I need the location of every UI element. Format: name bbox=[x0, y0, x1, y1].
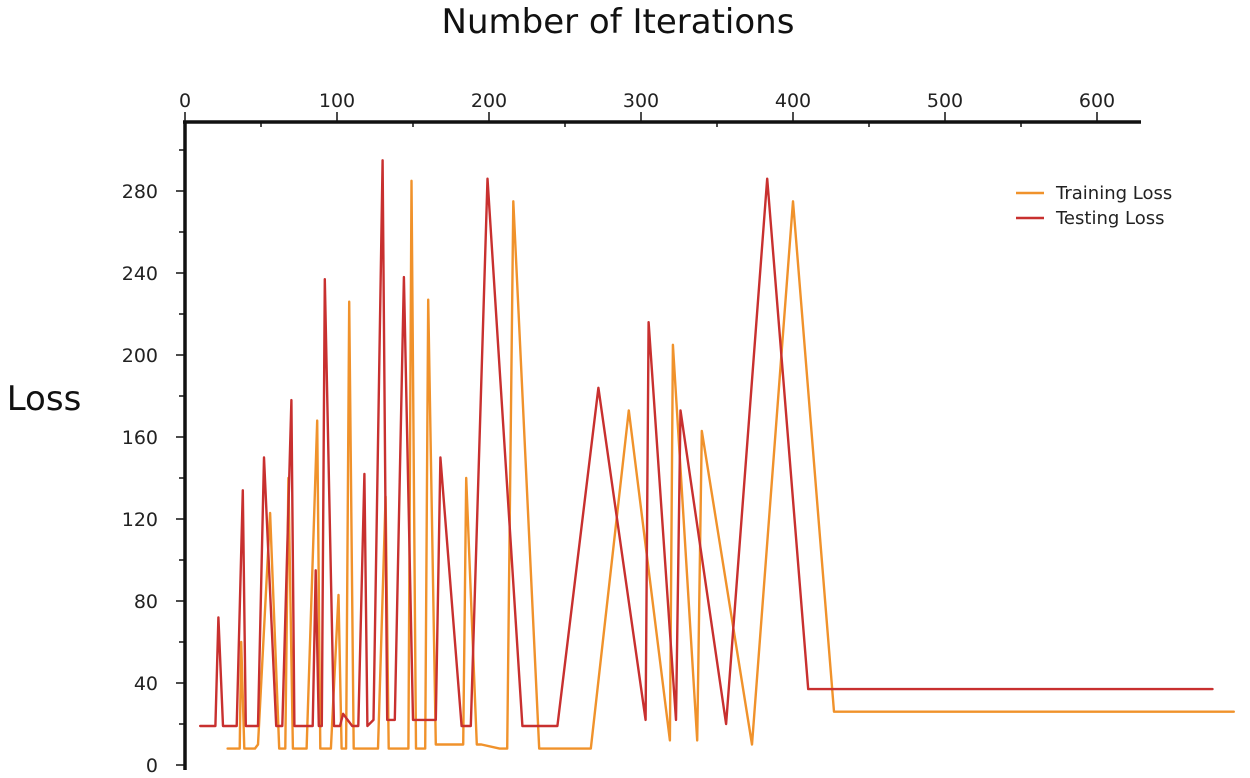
y-tick-label: 0 bbox=[146, 755, 158, 777]
x-tick-label: 100 bbox=[319, 90, 355, 112]
y-tick-label: 280 bbox=[122, 181, 158, 203]
x-tick-label: 300 bbox=[623, 90, 659, 112]
y-tick-label: 200 bbox=[122, 345, 158, 367]
x-tick-label: 200 bbox=[471, 90, 507, 112]
x-tick-label: 600 bbox=[1079, 90, 1115, 112]
y-axis-label: Loss bbox=[7, 379, 82, 419]
y-tick-label: 80 bbox=[134, 591, 158, 613]
y-tick-label: 240 bbox=[122, 263, 158, 285]
series-layer bbox=[198, 159, 1236, 750]
y-tick-label: 160 bbox=[122, 427, 158, 449]
x-tick-label: 0 bbox=[179, 90, 191, 112]
legend: Training Loss Testing Loss bbox=[1016, 183, 1172, 229]
x-tick-label: 500 bbox=[927, 90, 963, 112]
series-line-testing-loss bbox=[198, 159, 1214, 728]
x-tick-label: 400 bbox=[775, 90, 811, 112]
legend-label: Training Loss bbox=[1055, 183, 1172, 204]
y-tick-label: 120 bbox=[122, 509, 158, 531]
legend-label: Testing Loss bbox=[1055, 208, 1164, 229]
y-axis-ticks: 0 40 80 120 160 200 240 280 bbox=[122, 149, 185, 777]
chart-title: Number of Iterations bbox=[442, 2, 795, 42]
series-line-training-loss bbox=[226, 179, 1236, 750]
y-tick-label: 40 bbox=[134, 673, 158, 695]
